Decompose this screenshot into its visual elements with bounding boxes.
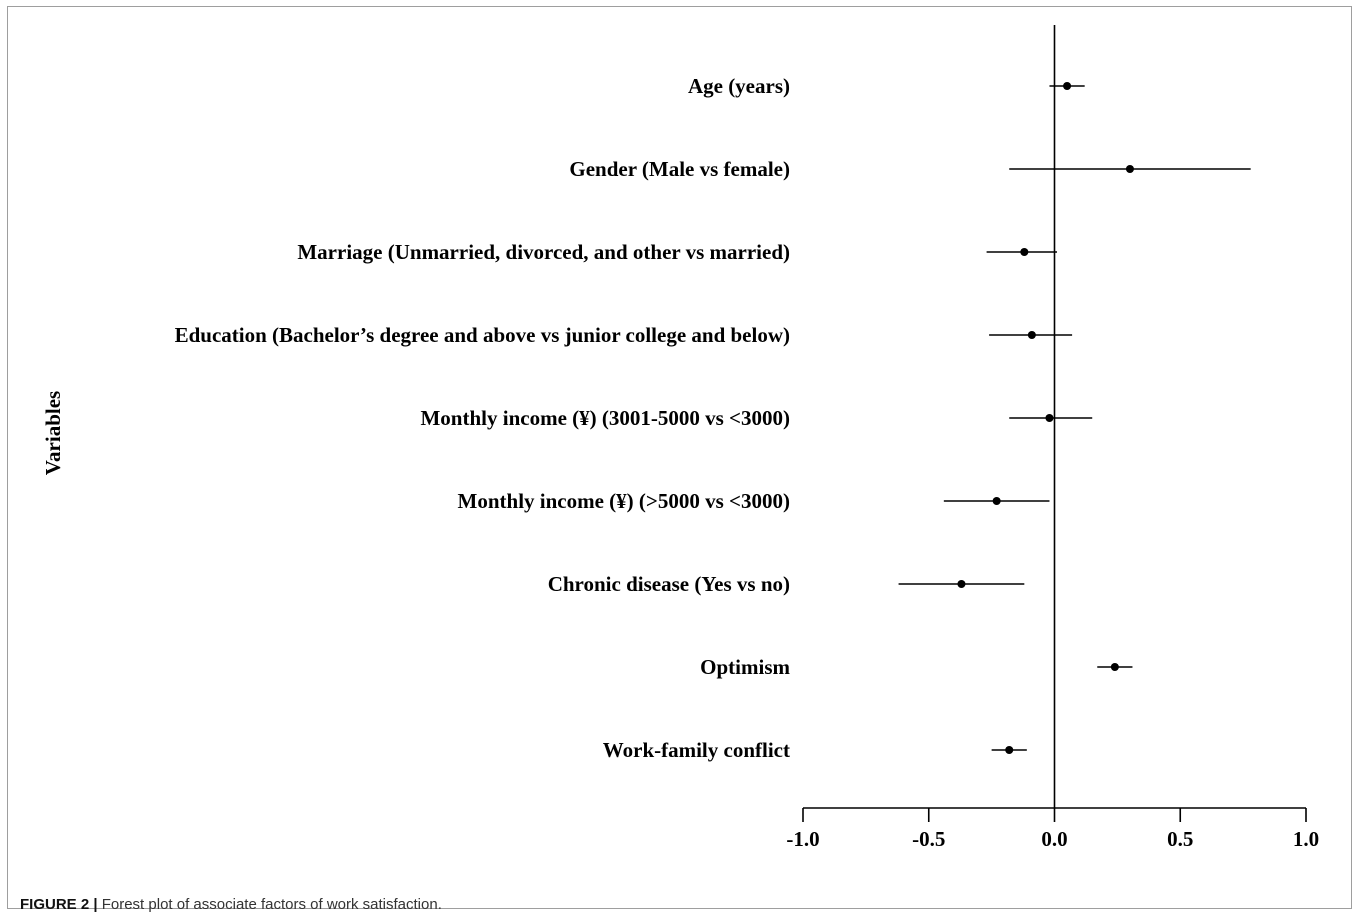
x-tick-label: -0.5	[912, 827, 945, 851]
row-label: Gender (Male vs female)	[569, 157, 790, 181]
forest-row: Work-family conflict	[603, 738, 1027, 762]
forest-row: Education (Bachelor’s degree and above v…	[175, 323, 1073, 347]
row-label: Optimism	[700, 655, 790, 679]
row-label: Work-family conflict	[603, 738, 790, 762]
caption-label: FIGURE 2 |	[20, 896, 98, 913]
point-estimate	[992, 497, 1001, 505]
row-label: Chronic disease (Yes vs no)	[548, 572, 790, 596]
figure-caption: FIGURE 2 | Forest plot of associate fact…	[20, 896, 442, 913]
forest-row: Age (years)	[688, 74, 1085, 98]
y-axis-title: Variables	[41, 391, 65, 475]
x-tick-label: 1.0	[1293, 827, 1319, 851]
point-estimate	[1005, 746, 1014, 754]
x-axis: -1.0 -0.5 0.0 0.5 1.0	[786, 25, 1319, 851]
row-label: Age (years)	[688, 74, 790, 98]
rows-group: Age (years) Gender (Male vs female) Marria…	[175, 74, 1251, 762]
forest-row: Monthly income (¥) (>5000 vs <3000)	[458, 489, 1050, 513]
forest-plot: Variables Age (years) Gender (Male vs fem…	[41, 25, 1319, 851]
row-label: Marriage (Unmarried, divorced, and other…	[297, 240, 790, 264]
forest-row: Marriage (Unmarried, divorced, and other…	[297, 240, 1058, 264]
caption-text: Forest plot of associate factors of work…	[97, 896, 442, 913]
x-tick-label: 0.0	[1041, 827, 1067, 851]
forest-row: Chronic disease (Yes vs no)	[548, 572, 1025, 596]
figure-frame: Variables Age (years) Gender (Male vs fem…	[7, 6, 1352, 913]
point-estimate	[957, 580, 966, 588]
row-label: Education (Bachelor’s degree and above v…	[175, 323, 790, 347]
forest-row: Gender (Male vs female)	[569, 157, 1251, 181]
point-estimate	[1125, 165, 1134, 173]
forest-row: Optimism	[700, 655, 1133, 679]
x-tick-label: 0.5	[1167, 827, 1193, 851]
point-estimate	[1027, 331, 1036, 339]
x-tick-label: -1.0	[786, 827, 819, 851]
row-label: Monthly income (¥) (3001-5000 vs <3000)	[420, 406, 790, 430]
point-estimate	[1063, 82, 1072, 90]
point-estimate	[1110, 663, 1119, 671]
point-estimate	[1045, 414, 1054, 422]
forest-row: Monthly income (¥) (3001-5000 vs <3000)	[420, 406, 1093, 430]
row-label: Monthly income (¥) (>5000 vs <3000)	[458, 489, 790, 513]
point-estimate	[1020, 248, 1029, 256]
